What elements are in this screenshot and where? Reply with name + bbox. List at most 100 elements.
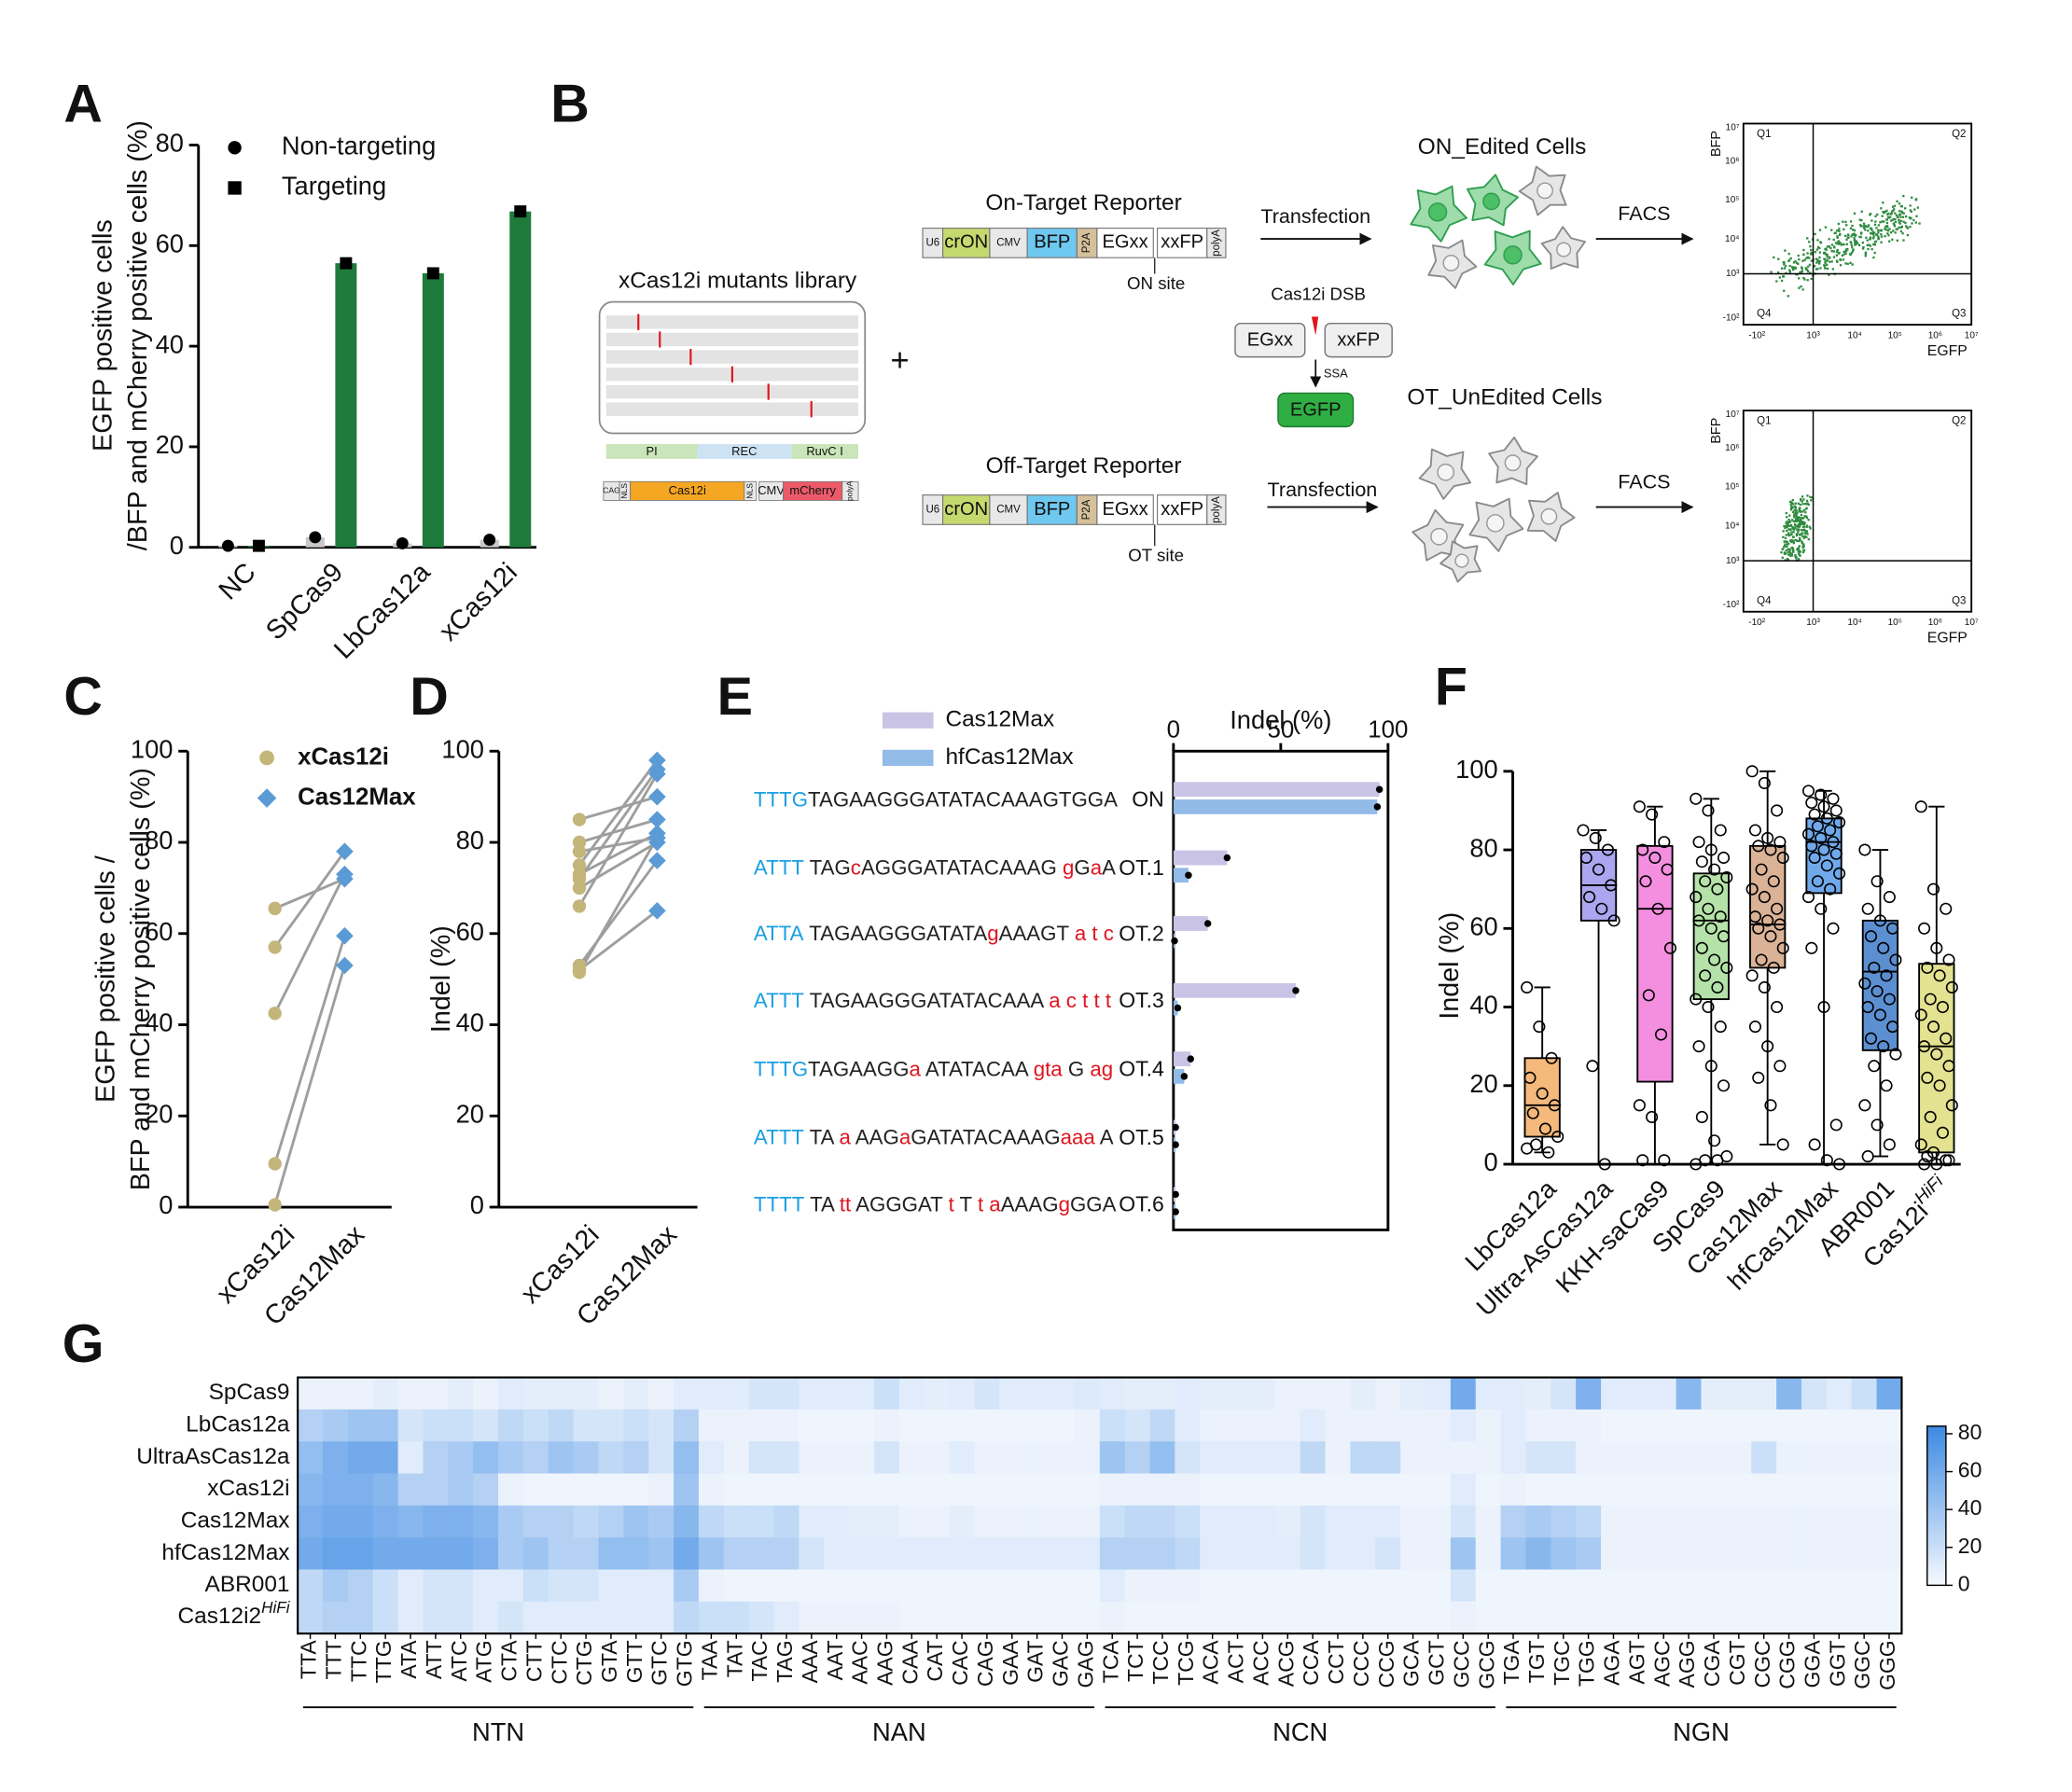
- y-tick-label: 60: [1469, 912, 1497, 941]
- heatmap-cell: [423, 1505, 449, 1538]
- label: NLS: [619, 483, 629, 499]
- heatmap-cell: [1175, 1537, 1201, 1570]
- data-point: [1808, 851, 1821, 865]
- sequence-part: ATATACAA: [921, 1057, 1034, 1080]
- heatmap-cell: [372, 1409, 399, 1442]
- heatmap-cell: [1300, 1569, 1326, 1603]
- heatmap-cell: [1249, 1601, 1276, 1634]
- facs-dot: [1790, 266, 1794, 269]
- heatmap-cell: [598, 1409, 624, 1442]
- facs-dot: [1909, 209, 1912, 212]
- domain: [697, 444, 792, 459]
- heatmap-cell: [1024, 1377, 1050, 1410]
- heatmap-cell: [322, 1441, 349, 1474]
- heatmap-cell: [1450, 1505, 1477, 1538]
- heatmap-cell: [1551, 1473, 1577, 1507]
- facs-dot: [1850, 242, 1853, 244]
- heatmap-cell: [1751, 1537, 1777, 1570]
- mutant-bar: [605, 402, 859, 416]
- heatmap-cell: [598, 1505, 624, 1538]
- facs-dot: [1884, 210, 1886, 214]
- x-tick-label: AGA: [1600, 1640, 1624, 1686]
- cell-nucleus: [1486, 514, 1505, 533]
- data-point: [1714, 1021, 1727, 1034]
- heatmap-cell: [674, 1473, 700, 1507]
- data-point: [1642, 989, 1655, 1002]
- legend-marker: [228, 181, 242, 195]
- facs-dot: [1826, 245, 1829, 248]
- facs-dot: [1904, 221, 1907, 225]
- heatmap-cell: [773, 1473, 800, 1507]
- facs-dot: [1773, 256, 1775, 259]
- data-point: [1889, 1048, 1902, 1061]
- facs-dot: [1784, 265, 1787, 268]
- label: 10⁵: [1888, 330, 1902, 340]
- bar: [422, 272, 444, 548]
- facs-dot: [1787, 259, 1790, 263]
- heatmap-cell: [598, 1377, 624, 1410]
- cell-nucleus: [1504, 454, 1522, 472]
- row-label: ABR001: [205, 1572, 290, 1597]
- facs-dot: [1894, 231, 1897, 234]
- facs-dot: [1794, 259, 1797, 263]
- heatmap-cell: [1274, 1473, 1301, 1507]
- facs-dot: [1819, 241, 1823, 244]
- heatmap-cell: [648, 1473, 674, 1507]
- y-tick-label: 40: [145, 1008, 173, 1037]
- facs-dot: [1854, 242, 1856, 244]
- facs-dot: [1862, 245, 1865, 249]
- label: 10⁴: [1725, 521, 1740, 531]
- heatmap-cell: [1876, 1537, 1902, 1570]
- data-point: [1538, 1122, 1552, 1135]
- heatmap-cell: [1851, 1409, 1877, 1442]
- x-tick-label: CGT: [1725, 1640, 1749, 1686]
- x-tick-label: TTT: [322, 1640, 346, 1679]
- heatmap-cell: [347, 1409, 374, 1442]
- facs-dot: [1886, 226, 1889, 229]
- y-axis-label: EGFP positive cells: [89, 219, 118, 451]
- heatmap-cell: [1024, 1601, 1050, 1634]
- label: 10⁷: [1726, 122, 1740, 132]
- facs-dot: [1794, 524, 1797, 527]
- sequence-part: a: [1091, 856, 1103, 880]
- heatmap-cell: [1074, 1377, 1101, 1410]
- heatmap-cell: [1650, 1377, 1677, 1410]
- heatmap-cell: [824, 1537, 850, 1570]
- pair-line: [578, 818, 658, 844]
- facs-dot: [1845, 238, 1848, 241]
- heatmap-cell: [1650, 1601, 1677, 1634]
- heatmap-cell: [999, 1377, 1025, 1410]
- heatmap-cell: [1551, 1409, 1577, 1442]
- heatmap-cell: [1826, 1473, 1853, 1507]
- heatmap-cell: [1175, 1377, 1201, 1410]
- facs-dot: [1909, 204, 1912, 207]
- pair-line: [577, 772, 659, 908]
- heatmap-cell: [1325, 1377, 1351, 1410]
- facs-dot: [1787, 295, 1789, 298]
- heatmap-cell: [748, 1377, 774, 1410]
- data-point: [396, 536, 409, 549]
- facs-dot: [1901, 215, 1905, 218]
- data-point: [1745, 765, 1759, 778]
- facs-dot: [1851, 233, 1854, 236]
- facs-dot: [1790, 552, 1793, 555]
- facs-dot: [1792, 541, 1796, 545]
- facs-dot: [1911, 196, 1913, 199]
- heatmap-cell: [1701, 1377, 1727, 1410]
- heatmap-cell: [1350, 1409, 1376, 1442]
- facs-dot: [1853, 232, 1856, 235]
- data-point: [648, 751, 666, 770]
- heatmap-cell: [924, 1537, 951, 1570]
- data-point: [1805, 941, 1818, 954]
- heatmap-cell: [1074, 1569, 1101, 1603]
- cell-nucleus: [1437, 463, 1455, 481]
- heatmap-cell: [949, 1601, 975, 1634]
- facs-dot: [1849, 227, 1853, 229]
- box: [1749, 844, 1787, 969]
- heatmap-cell: [372, 1377, 399, 1410]
- x-tick-label: GTC: [647, 1640, 672, 1686]
- heatmap-cell: [1650, 1537, 1677, 1570]
- data-point: [1930, 941, 1943, 954]
- label: CMV: [996, 237, 1021, 248]
- facs-dot: [1873, 231, 1876, 234]
